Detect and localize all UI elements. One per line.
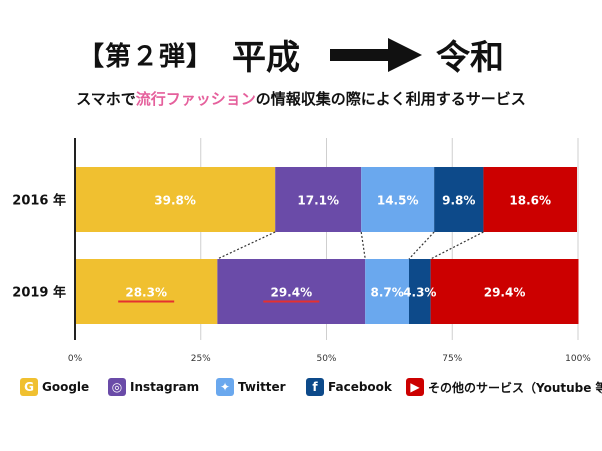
bar-segment (408, 259, 431, 324)
connector-line (217, 231, 276, 260)
legend-label: Google (42, 380, 90, 394)
subtitle-pre: スマホで (76, 90, 136, 108)
subtitle-highlight: 流行ファッション (135, 90, 256, 108)
bar-segment (365, 259, 409, 324)
x-tick-label: 0% (68, 354, 83, 364)
x-tick-label: 75% (442, 354, 462, 364)
youtube-icon: ▶ (406, 378, 424, 396)
x-tick-label: 25% (191, 354, 211, 364)
header-label: 【第２弾】 (78, 42, 214, 72)
bar-segment (217, 259, 366, 324)
facebook-icon: f (306, 378, 324, 396)
bar-segment (75, 167, 276, 232)
legend-item: G Google (20, 378, 89, 396)
chart-legend: G Google ◎ Instagram ✦ Twitter f Facebook ▶ その他のサ… (20, 378, 602, 400)
data-label: 8.7% (370, 286, 403, 300)
data-label: 28.3% (125, 286, 167, 300)
header-from: 平成 (232, 38, 300, 78)
data-label: 17.1% (297, 194, 339, 208)
data-label: 29.4% (484, 286, 526, 300)
header-to: 令和 (436, 38, 504, 78)
x-tick-label: 100% (565, 354, 591, 364)
legend-item: f Facebook (306, 378, 392, 396)
bar-segment (275, 167, 362, 232)
data-label: 39.8% (154, 194, 196, 208)
bar-segment (430, 259, 579, 324)
data-label: 29.4% (270, 286, 312, 300)
bar-segment (434, 167, 484, 232)
data-label: 14.5% (377, 194, 419, 208)
bar-segment (361, 167, 435, 232)
data-label: 18.6% (509, 194, 551, 208)
legend-item: ✦ Twitter (216, 378, 286, 396)
connector-line (360, 231, 366, 260)
legend-label: Facebook (328, 380, 392, 394)
legend-item: ◎ Instagram (108, 378, 199, 396)
bar-segment (483, 167, 577, 232)
google-icon: G (20, 378, 38, 396)
category-label: 2016 年 (12, 193, 66, 209)
data-label: 4.3% (403, 286, 436, 300)
legend-label: Instagram (130, 380, 200, 394)
chart-subtitle: スマホで流行ファッションの情報収集の際によく利用するサービス (0, 88, 602, 109)
connector-line (430, 231, 484, 260)
category-label: 2019 年 (12, 285, 66, 301)
instagram-icon: ◎ (108, 378, 126, 396)
subtitle-post: の情報収集の際によく利用するサービス (255, 90, 526, 108)
connector-line (408, 231, 435, 260)
x-tick-label: 50% (316, 354, 336, 364)
twitter-icon: ✦ (216, 378, 234, 396)
legend-item: ▶ その他のサービス（Youtube 等） (406, 378, 602, 396)
arrow-right-icon (330, 38, 422, 72)
bar-segment (75, 259, 218, 324)
legend-label: その他のサービス（Youtube 等） (428, 380, 602, 395)
legend-label: Twitter (238, 380, 286, 394)
data-label: 9.8% (442, 194, 475, 208)
